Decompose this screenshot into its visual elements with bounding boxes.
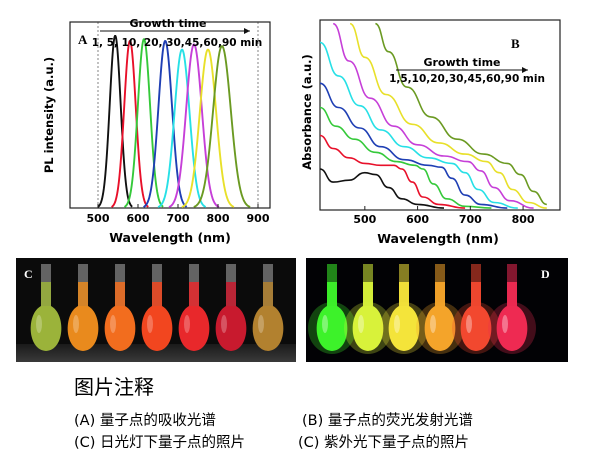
series-line xyxy=(319,134,466,209)
x-tick-label: 700 xyxy=(459,213,482,226)
absorbance-chart: 500 600 700 800 B Growth time 1,5,10,20,30,… xyxy=(300,19,561,246)
series-line xyxy=(193,45,251,208)
x-tick-label: 500 xyxy=(353,213,376,226)
photo-label-d: D xyxy=(541,267,550,281)
flask xyxy=(141,264,173,351)
flask xyxy=(488,264,536,354)
plot-frame xyxy=(69,21,271,209)
x-tick-label: 500 xyxy=(87,212,110,225)
x-tick-label: 600 xyxy=(127,212,150,225)
panel-label-b: B xyxy=(511,36,520,51)
pl-spectra-chart: 500 600 700 800 900 A Growth time 1, 5, 10, … xyxy=(42,17,271,245)
flask xyxy=(178,264,210,351)
x-tick-label: 700 xyxy=(167,212,190,225)
x-axis-label: Wavelength (nm) xyxy=(109,230,231,245)
series-line xyxy=(143,39,188,208)
series-line xyxy=(111,39,149,208)
series-line xyxy=(375,22,547,206)
arrow-head xyxy=(244,28,250,34)
series-line xyxy=(181,48,235,208)
flask xyxy=(30,264,62,351)
x-tick-label: 900 xyxy=(247,212,270,225)
x-axis-label: Wavelength (nm) xyxy=(377,231,499,246)
annotation-title: Growth time xyxy=(423,56,500,69)
photo-label-c: C xyxy=(24,267,33,281)
annotation-title: Growth time xyxy=(129,17,206,30)
caption-a: (A) 量子点的吸收光谱 xyxy=(74,413,216,429)
uv-photo: D xyxy=(306,258,568,362)
series-line xyxy=(349,22,547,209)
annotation-values: 1, 5, 10, 20, 30,45,60,90 min xyxy=(92,37,263,49)
flask xyxy=(416,264,464,354)
plot-frame xyxy=(319,19,561,211)
series-line xyxy=(157,48,207,208)
caption-title: 图片注释 xyxy=(74,375,154,399)
x-tick-label: 800 xyxy=(207,212,230,225)
flask xyxy=(380,264,428,354)
daylight-photo: C xyxy=(16,258,296,362)
series-line xyxy=(319,168,445,209)
flask xyxy=(252,264,284,351)
flask xyxy=(344,264,392,354)
annotation-values: 1,5,10,20,30,45,60,90 min xyxy=(389,73,545,85)
flask xyxy=(215,264,247,351)
flask xyxy=(452,264,500,354)
series-line xyxy=(319,41,518,209)
flask xyxy=(67,264,99,351)
panel-label-a: A xyxy=(78,32,88,47)
flask xyxy=(308,264,356,354)
series-line xyxy=(319,106,492,209)
x-tick-label: 600 xyxy=(406,213,429,226)
arrow-head xyxy=(522,67,528,73)
caption-b: (B) 量子点的荧光发射光谱 xyxy=(302,413,473,429)
caption-c: (C) 日光灯下量子点的照片 xyxy=(74,435,246,451)
series-line xyxy=(123,37,164,208)
series-line xyxy=(97,34,133,208)
flask xyxy=(104,264,136,351)
caption-d: (C) 紫外光下量子点的照片 xyxy=(298,435,470,451)
x-tick-label: 800 xyxy=(512,213,535,226)
y-axis-label: Absorbance (a.u.) xyxy=(300,54,314,170)
y-axis-label: PL intensity (a.u.) xyxy=(42,57,56,173)
series-line xyxy=(332,22,534,209)
series-line xyxy=(168,43,220,208)
series-line xyxy=(319,82,508,209)
